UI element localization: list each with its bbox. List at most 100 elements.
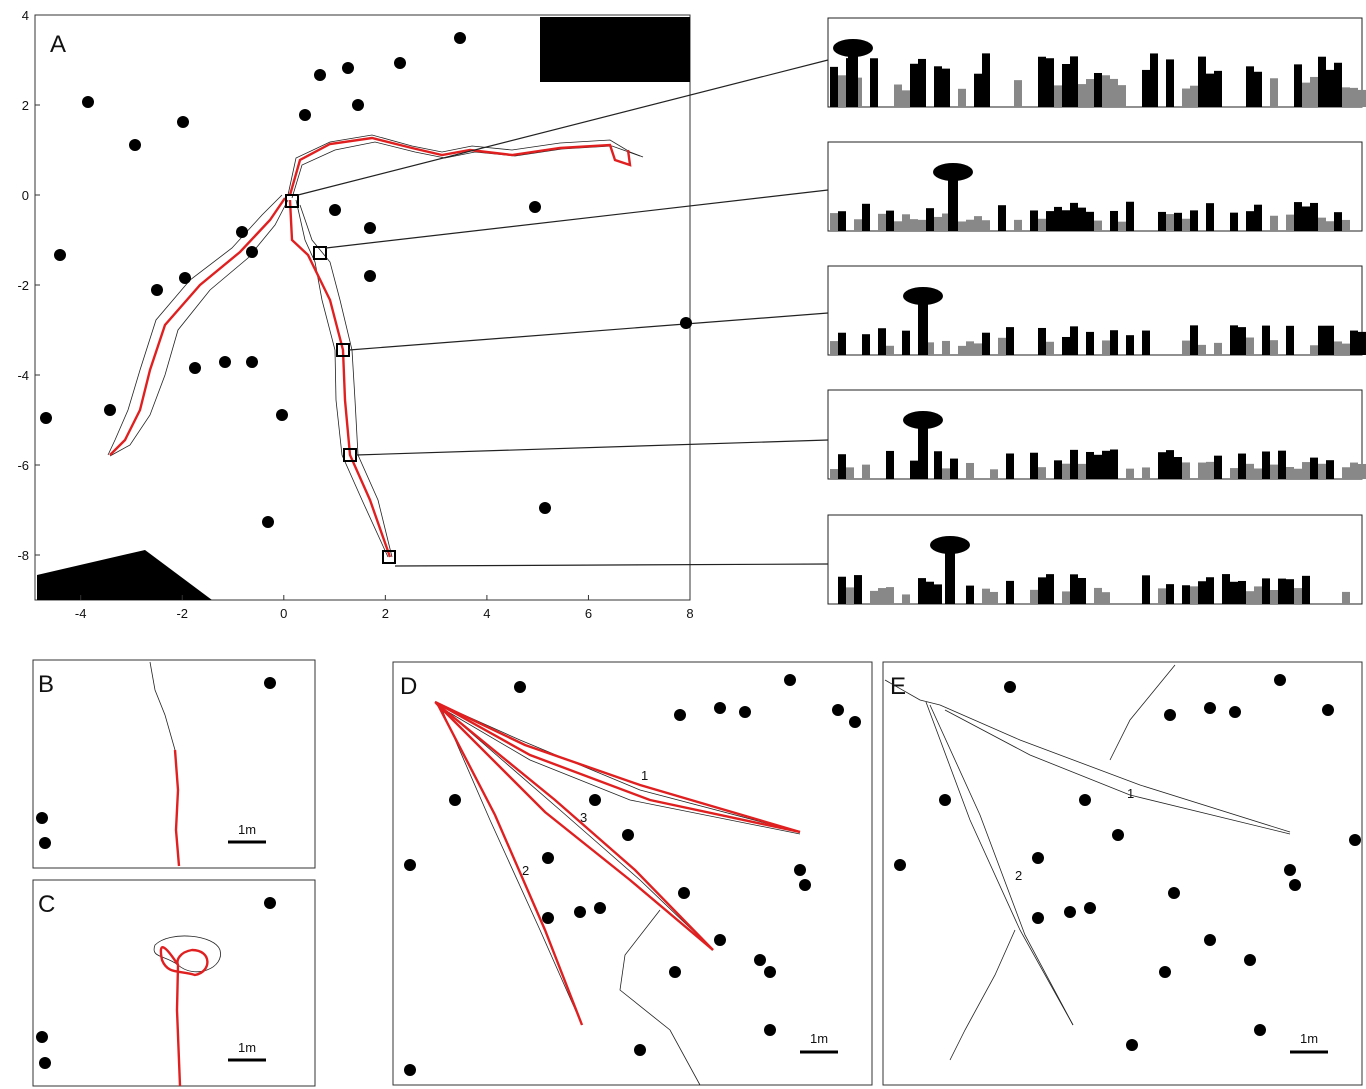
skyline-column <box>1182 462 1190 479</box>
obstacle <box>236 226 248 238</box>
skyline-column <box>1190 325 1198 355</box>
skyline-column <box>1158 212 1166 231</box>
skyline-column <box>1342 87 1350 107</box>
skyline-column <box>1166 59 1174 107</box>
skyline-column <box>878 328 886 355</box>
obstacle <box>714 702 726 714</box>
trajectories-a <box>108 135 643 557</box>
skyline-column <box>1318 326 1326 355</box>
skyline-column <box>1342 467 1350 479</box>
skyline-column <box>854 219 862 231</box>
x-tick-label: 8 <box>686 606 693 621</box>
panel-label: E <box>890 673 906 700</box>
obstacle <box>129 139 141 151</box>
skyline-column <box>1270 340 1278 355</box>
skyline-column <box>894 85 902 107</box>
obstacle <box>177 116 189 128</box>
skyline-column <box>1062 337 1070 355</box>
obstacle <box>36 812 48 824</box>
trajectory-red <box>110 198 285 455</box>
skyline-column <box>1342 592 1350 604</box>
skyline-column <box>1214 71 1222 107</box>
skyline-column <box>1294 588 1302 604</box>
skyline-column <box>1326 326 1334 355</box>
skyline-column <box>1318 57 1326 107</box>
skyline-column <box>1198 57 1206 107</box>
obstacle <box>1126 1039 1138 1051</box>
trajectory <box>296 200 388 557</box>
skyline-column <box>1342 344 1350 355</box>
skyline-column <box>1270 78 1278 107</box>
obstacle <box>1084 902 1096 914</box>
obstacle <box>54 249 66 261</box>
obstacle <box>764 1024 776 1036</box>
obstacle <box>574 906 586 918</box>
trajectory <box>620 910 700 1085</box>
skyline-column <box>1054 85 1062 107</box>
y-tick-label: 4 <box>22 8 29 23</box>
skyline-column <box>1142 575 1150 604</box>
skyline-column <box>1038 328 1046 355</box>
obstacle <box>754 954 766 966</box>
skyline-column <box>1262 451 1270 479</box>
skyline-column <box>1094 221 1102 231</box>
route-label: 3 <box>580 810 587 825</box>
skyline-column <box>902 594 910 604</box>
skyline-column <box>1294 469 1302 479</box>
skyline-column <box>1254 205 1262 231</box>
obstacle <box>1168 887 1180 899</box>
obstacle <box>1229 706 1241 718</box>
skyline-column <box>1206 462 1214 479</box>
skyline-column <box>1278 451 1286 479</box>
obstacle <box>529 201 541 213</box>
obstacle <box>1349 834 1361 846</box>
obstacle <box>680 317 692 329</box>
skyline-column <box>1302 83 1310 107</box>
skyline-column <box>1254 72 1262 107</box>
skyline-column <box>910 219 918 231</box>
skyline-column <box>1214 456 1222 479</box>
skyline-column <box>934 451 942 479</box>
skyline-column <box>886 451 894 479</box>
panel-label: B <box>38 671 54 698</box>
skyline-column <box>886 346 894 355</box>
x-tick-label: -4 <box>75 606 87 621</box>
obstacle <box>894 859 906 871</box>
obstacle <box>1064 906 1076 918</box>
obstacle <box>1274 674 1286 686</box>
obstacle <box>1284 864 1296 876</box>
trajectory <box>930 705 1073 1025</box>
trajectory <box>950 930 1015 1060</box>
skyline-column <box>1158 588 1166 604</box>
skyline-column <box>1302 462 1310 479</box>
obstacle <box>342 62 354 74</box>
skyline-column <box>1270 216 1278 231</box>
skyline-column <box>1206 74 1214 107</box>
obstacle <box>849 716 861 728</box>
skyline-column <box>1046 211 1054 231</box>
y-tick-label: -4 <box>17 368 29 383</box>
connector <box>349 313 828 350</box>
skyline-column <box>1230 325 1238 355</box>
obstacle <box>36 1031 48 1043</box>
obstacle <box>1322 704 1334 716</box>
skyline-column <box>1350 88 1358 107</box>
skyline-column <box>1166 584 1174 604</box>
skyline-column <box>926 208 934 231</box>
connectors <box>298 60 828 566</box>
skyline-column <box>1070 56 1078 107</box>
skyline-column <box>1150 53 1158 107</box>
skyline-column <box>1262 326 1270 355</box>
scale-label: 1m <box>238 1040 256 1055</box>
skyline-column <box>1334 212 1342 231</box>
obstacle <box>594 902 606 914</box>
obstacle <box>832 704 844 716</box>
skyline-column <box>1054 460 1062 479</box>
obstacle <box>39 1057 51 1069</box>
obstacle <box>276 409 288 421</box>
skyline-column <box>1014 220 1022 231</box>
skyline-column <box>1142 331 1150 355</box>
obstacle <box>1159 966 1171 978</box>
skyline-column <box>974 74 982 107</box>
skyline-column <box>1110 211 1118 231</box>
